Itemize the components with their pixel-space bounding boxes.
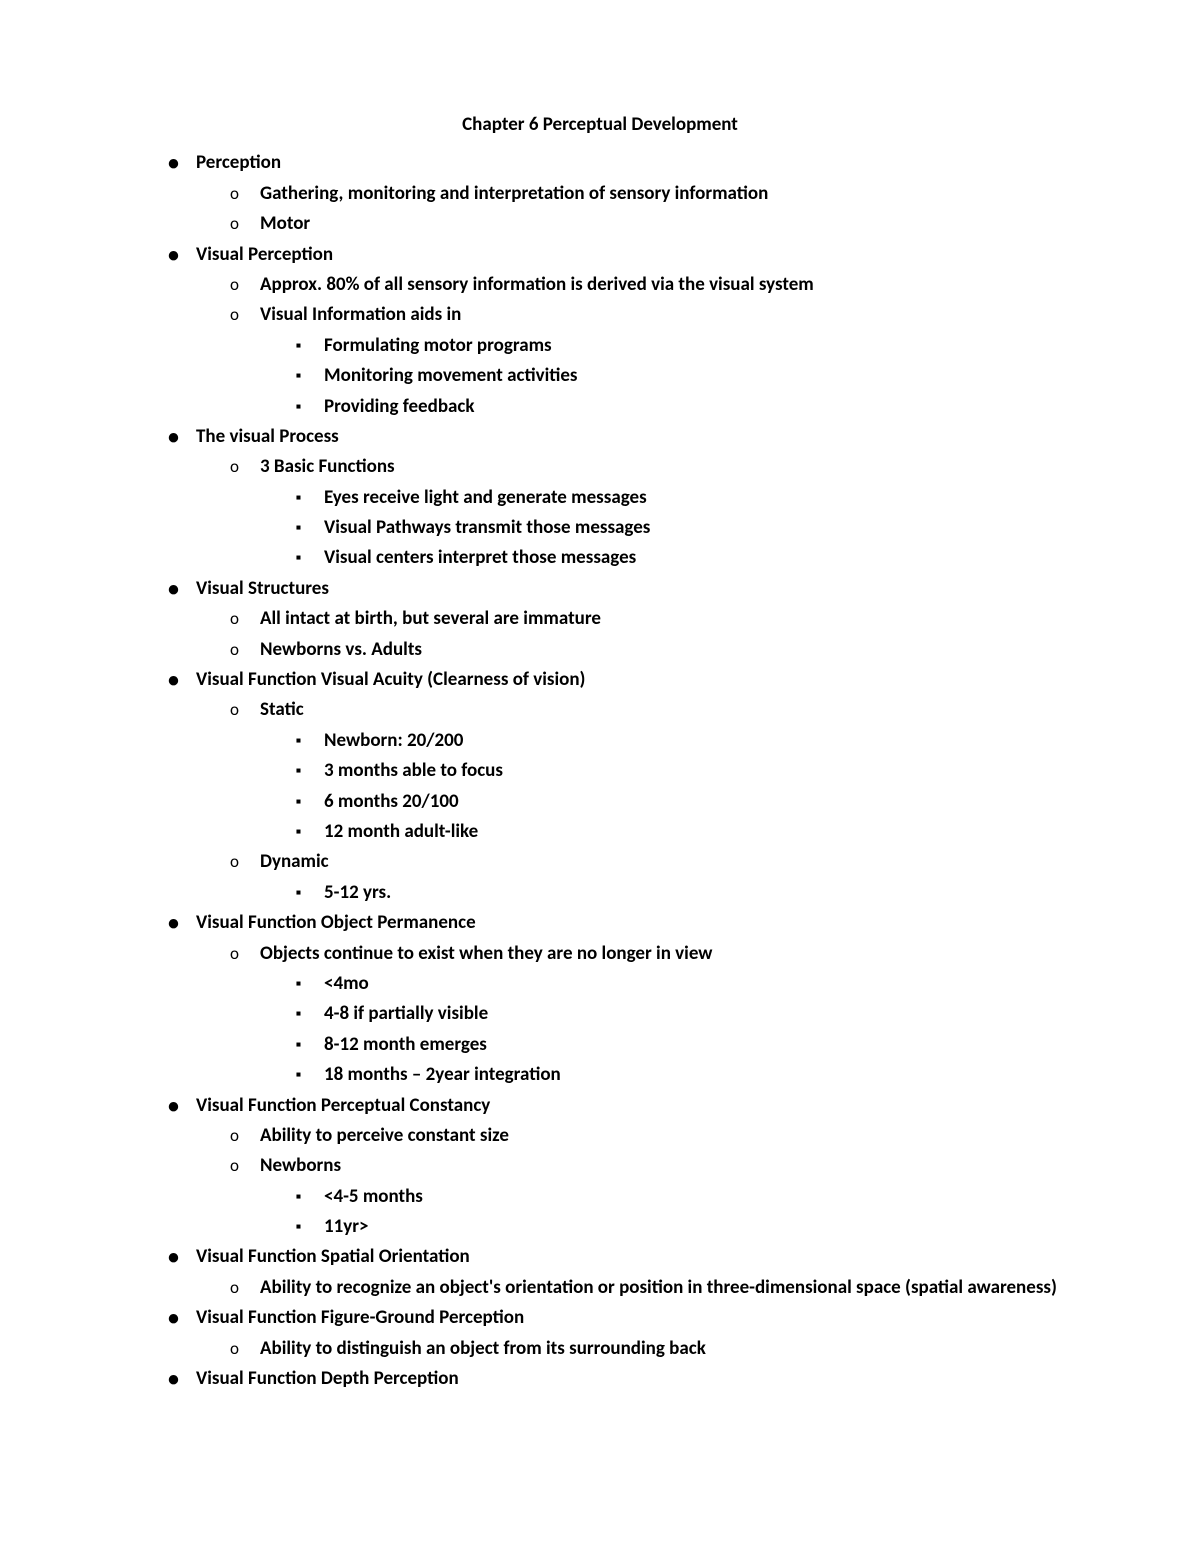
- outline-item-l3: <4mo: [288, 969, 1060, 999]
- outline-item-text: 5-12 yrs.: [324, 881, 391, 904]
- outline-item-text: 6 months 20/100: [324, 790, 459, 813]
- outline-item-text: Objects continue to exist when they are …: [260, 942, 712, 965]
- outline-item-l3: 6 months 20/100: [288, 787, 1060, 817]
- outline-item-text: Visual Pathways transmit those messages: [324, 516, 650, 539]
- outline-item-l2: Ability to recognize an object's orienta…: [224, 1273, 1060, 1303]
- outline-item-text: Visual centers interpret those messages: [324, 546, 636, 569]
- outline-item-l3: Formulating motor programs: [288, 331, 1060, 361]
- outline-item-l1: Perception Gathering, monitoring and inte…: [160, 148, 1060, 239]
- outline-sublist-l2: Objects continue to exist when they are …: [196, 939, 1060, 1091]
- outline-item-l2: Static Newborn: 20/200 3 months able to fo…: [224, 695, 1060, 847]
- outline-sublist-l2: Ability to perceive constant size Newborn…: [196, 1121, 1060, 1243]
- outline-item-l2: Gathering, monitoring and interpretation…: [224, 179, 1060, 209]
- outline-item-l3: <4-5 months: [288, 1182, 1060, 1212]
- outline-item-text: Visual Perception: [196, 243, 333, 266]
- outline-sublist-l3: Eyes receive light and generate messages…: [260, 483, 1060, 574]
- outline-item-l3: 18 months – 2year integration: [288, 1060, 1060, 1090]
- outline-item-text: Approx. 80% of all sensory information i…: [260, 273, 814, 296]
- outline-sublist-l2: Ability to recognize an object's orienta…: [196, 1273, 1060, 1303]
- outline-item-l1: Visual Function Visual Acuity (Clearness…: [160, 665, 1060, 908]
- outline-item-text: Static: [260, 698, 304, 721]
- outline-item-l1: Visual Structures All intact at birth, bu…: [160, 574, 1060, 665]
- document-title: Chapter 6 Perceptual Development: [140, 110, 1060, 140]
- outline-item-text: Visual Information aids in: [260, 303, 461, 326]
- outline-item-l3: 12 month adult-like: [288, 817, 1060, 847]
- outline-item-text: Providing feedback: [324, 395, 474, 418]
- outline-item-text: 18 months – 2year integration: [324, 1063, 561, 1086]
- outline-sublist-l3: <4mo 4-8 if partially visible 8-12 month e…: [260, 969, 1060, 1091]
- outline-item-text: Newborn: 20/200: [324, 729, 463, 752]
- outline-item-text: <4mo: [324, 972, 369, 995]
- outline-item-l3: Newborn: 20/200: [288, 726, 1060, 756]
- outline-sublist-l2: All intact at birth, but several are imm…: [196, 604, 1060, 665]
- outline-item-text: Visual Function Figure-Ground Perception: [196, 1306, 524, 1329]
- outline-item-text: Ability to recognize an object's orienta…: [260, 1276, 1057, 1299]
- outline-item-l3: Visual centers interpret those messages: [288, 543, 1060, 573]
- outline-item-l2: Objects continue to exist when they are …: [224, 939, 1060, 1091]
- outline-item-text: Formulating motor programs: [324, 334, 552, 357]
- outline-item-text: Ability to distinguish an object from it…: [260, 1337, 706, 1360]
- outline-item-l2: Dynamic 5-12 yrs.: [224, 847, 1060, 908]
- outline-item-text: Visual Function Object Permanence: [196, 911, 476, 934]
- outline-item-l1: Visual Function Perceptual Constancy Abil…: [160, 1091, 1060, 1243]
- outline-sublist-l2: Gathering, monitoring and interpretation…: [196, 179, 1060, 240]
- outline-root: Perception Gathering, monitoring and inte…: [140, 148, 1060, 1394]
- outline-item-text: Monitoring movement activities: [324, 364, 578, 387]
- outline-item-text: Eyes receive light and generate messages: [324, 486, 647, 509]
- outline-sublist-l3: 5-12 yrs.: [260, 878, 1060, 908]
- outline-item-text: Visual Function Visual Acuity (Clearness…: [196, 668, 585, 691]
- outline-item-l3: Eyes receive light and generate messages: [288, 483, 1060, 513]
- outline-item-text: Newborns vs. Adults: [260, 638, 422, 661]
- outline-item-l2: Visual Information aids in Formulating mo…: [224, 300, 1060, 422]
- outline-item-text: All intact at birth, but several are imm…: [260, 607, 601, 630]
- outline-item-text: 12 month adult-like: [324, 820, 478, 843]
- outline-item-l2: Ability to perceive constant size: [224, 1121, 1060, 1151]
- outline-item-l3: Visual Pathways transmit those messages: [288, 513, 1060, 543]
- outline-item-l2: Motor: [224, 209, 1060, 239]
- outline-item-l3: 3 months able to focus: [288, 756, 1060, 786]
- outline-item-text: Perception: [196, 151, 281, 174]
- outline-item-l1: Visual Function Depth Perception: [160, 1364, 1060, 1394]
- outline-item-text: <4-5 months: [324, 1185, 423, 1208]
- outline-item-text: Ability to perceive constant size: [260, 1124, 509, 1147]
- outline-item-l1: Visual Function Object Permanence Objects…: [160, 908, 1060, 1090]
- outline-item-l2: Newborns <4-5 months 11yr>: [224, 1151, 1060, 1242]
- outline-item-l2: Newborns vs. Adults: [224, 635, 1060, 665]
- outline-item-text: Newborns: [260, 1154, 341, 1177]
- outline-item-l1: Visual Function Spatial Orientation Abili…: [160, 1242, 1060, 1303]
- outline-item-text: Gathering, monitoring and interpretation…: [260, 182, 768, 205]
- outline-sublist-l3: Newborn: 20/200 3 months able to focus 6 m…: [260, 726, 1060, 848]
- outline-item-text: Motor: [260, 212, 310, 235]
- outline-item-text: Visual Structures: [196, 577, 329, 600]
- outline-sublist-l2: Static Newborn: 20/200 3 months able to fo…: [196, 695, 1060, 908]
- outline-item-l3: 8-12 month emerges: [288, 1030, 1060, 1060]
- outline-sublist-l2: Ability to distinguish an object from it…: [196, 1334, 1060, 1364]
- outline-item-text: 8-12 month emerges: [324, 1033, 487, 1056]
- outline-item-l3: Providing feedback: [288, 392, 1060, 422]
- outline-item-text: 3 Basic Functions: [260, 455, 395, 478]
- outline-item-l2: Approx. 80% of all sensory information i…: [224, 270, 1060, 300]
- outline-item-l1: The visual Process 3 Basic Functions Eyes …: [160, 422, 1060, 574]
- outline-item-text: Visual Function Depth Perception: [196, 1367, 459, 1390]
- outline-sublist-l2: 3 Basic Functions Eyes receive light and …: [196, 452, 1060, 574]
- outline-item-l3: 5-12 yrs.: [288, 878, 1060, 908]
- outline-item-l1: Visual Function Figure-Ground Perception…: [160, 1303, 1060, 1364]
- outline-item-text: The visual Process: [196, 425, 339, 448]
- outline-item-l2: Ability to distinguish an object from it…: [224, 1334, 1060, 1364]
- outline-item-text: 4-8 if partially visible: [324, 1002, 488, 1025]
- outline-item-l1: Visual Perception Approx. 80% of all sens…: [160, 240, 1060, 422]
- outline-sublist-l2: Approx. 80% of all sensory information i…: [196, 270, 1060, 422]
- outline-item-text: Dynamic: [260, 850, 329, 873]
- outline-sublist-l3: <4-5 months 11yr>: [260, 1182, 1060, 1243]
- outline-item-l3: 4-8 if partially visible: [288, 999, 1060, 1029]
- outline-item-l2: All intact at birth, but several are imm…: [224, 604, 1060, 634]
- outline-item-text: Visual Function Perceptual Constancy: [196, 1094, 490, 1117]
- outline-item-text: Visual Function Spatial Orientation: [196, 1245, 470, 1268]
- outline-item-text: 3 months able to focus: [324, 759, 503, 782]
- outline-item-l2: 3 Basic Functions Eyes receive light and …: [224, 452, 1060, 574]
- outline-item-l3: 11yr>: [288, 1212, 1060, 1242]
- outline-sublist-l3: Formulating motor programs Monitoring mov…: [260, 331, 1060, 422]
- outline-item-l3: Monitoring movement activities: [288, 361, 1060, 391]
- outline-item-text: 11yr>: [324, 1215, 368, 1238]
